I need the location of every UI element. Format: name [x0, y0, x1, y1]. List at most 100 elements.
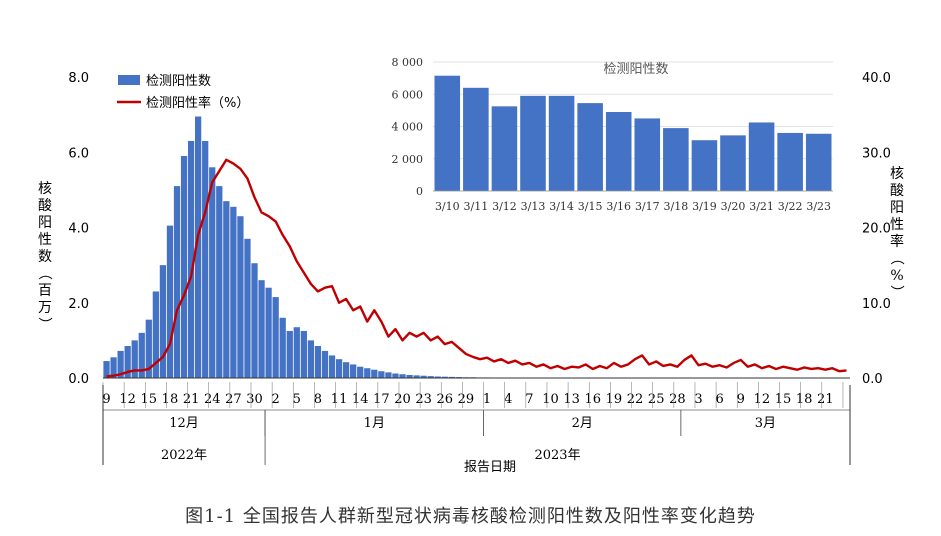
bar-positive-count — [159, 265, 167, 379]
x-tick-label: 10 — [542, 392, 559, 407]
x-tick-label: 14 — [352, 392, 369, 407]
inset-bar — [577, 103, 603, 191]
y-right-axis-label: 性 — [890, 217, 904, 233]
bar-positive-count — [441, 376, 448, 378]
y-right-tick-label: 0.0 — [862, 372, 883, 387]
year-label: 2022年 — [161, 448, 207, 463]
inset-x-tick-label: 3/19 — [692, 200, 717, 213]
bar-positive-count — [110, 357, 117, 378]
inset-x-tick-label: 3/21 — [749, 200, 774, 213]
y-left-axis-label: ） — [36, 317, 52, 331]
bar-positive-count — [350, 364, 357, 378]
bar-positive-count — [230, 206, 237, 378]
bar-positive-count — [187, 140, 195, 378]
bar-positive-count — [293, 327, 300, 378]
bar-positive-count — [448, 376, 455, 378]
x-tick-label: 28 — [669, 392, 686, 407]
inset-y-tick-label: 0 — [416, 185, 423, 198]
bar-positive-count — [138, 332, 145, 378]
x-tick-label: 1 — [483, 392, 491, 407]
x-tick-label: 8 — [314, 392, 322, 407]
y-left-axis-label: 数 — [38, 249, 52, 265]
y-right-axis-label: % — [890, 268, 903, 284]
y-right-tick-label: 40.0 — [862, 71, 891, 86]
month-label: 2月 — [572, 416, 593, 431]
inset-x-tick-label: 3/12 — [492, 200, 517, 213]
bar-positive-count — [279, 317, 286, 378]
inset-bar — [605, 111, 632, 191]
bar-positive-count — [195, 116, 202, 378]
inset-bar — [634, 118, 661, 191]
inset-x-tick-label: 3/11 — [464, 200, 489, 213]
x-tick-label: 27 — [225, 392, 242, 407]
bar-positive-count — [265, 287, 272, 378]
inset-x-tick-label: 3/22 — [778, 200, 803, 213]
bar-positive-count — [307, 340, 315, 379]
inset-bar — [491, 106, 518, 191]
x-tick-label: 3 — [694, 392, 702, 407]
legend-swatch-bar — [118, 75, 140, 85]
bar-positive-count — [321, 350, 329, 378]
y-left-tick-label: 4.0 — [68, 222, 89, 237]
month-label: 12月 — [169, 416, 199, 431]
bar-positive-count — [371, 369, 378, 378]
bar-positive-count — [152, 291, 159, 378]
inset-bar — [691, 140, 718, 191]
year-label: 2023年 — [534, 448, 580, 463]
x-tick-label: 30 — [246, 392, 263, 407]
line-positive-rate — [106, 158, 847, 378]
x-tick-label: 21 — [817, 392, 834, 407]
bar-positive-count — [258, 280, 265, 378]
x-axis-label: 报告日期 — [464, 460, 516, 475]
y-left-tick-label: 8.0 — [68, 71, 89, 86]
x-tick-label: 16 — [585, 392, 602, 407]
inset-bar — [805, 133, 832, 191]
bar-positive-count — [427, 376, 434, 378]
y-right-axis-label: 核 — [890, 166, 904, 182]
bar-positive-count — [300, 330, 307, 378]
month-label: 3月 — [755, 416, 776, 431]
y-right-tick-label: 10.0 — [862, 297, 891, 312]
inset-bar — [463, 87, 489, 191]
x-tick-label: 2 — [272, 392, 280, 407]
x-tick-label: 23 — [415, 392, 432, 407]
x-tick-label: 6 — [715, 392, 723, 407]
x-tick-label: 12 — [119, 392, 136, 407]
x-tick-label: 12 — [754, 392, 771, 407]
y-left-axis-label: 核 — [38, 181, 52, 197]
inset-x-tick-label: 3/20 — [721, 200, 746, 213]
inset-title: 检测阳性数 — [603, 62, 668, 77]
y-right-axis-label: ） — [888, 285, 904, 299]
bar-positive-count — [103, 361, 110, 378]
bar-positive-count — [364, 368, 371, 378]
bar-positive-count — [378, 371, 385, 378]
bar-positive-count — [216, 186, 223, 378]
x-tick-label: 21 — [183, 392, 200, 407]
x-tick-label: 26 — [437, 392, 454, 407]
x-tick-label: 4 — [504, 392, 512, 407]
bar-positive-count — [202, 140, 209, 378]
legend-label: 检测阳性数 — [146, 74, 211, 89]
inset-bar — [748, 122, 775, 191]
inset-x-tick-label: 3/13 — [521, 200, 546, 213]
x-tick-label: 13 — [563, 392, 580, 407]
x-tick-label: 29 — [458, 392, 475, 407]
bar-positive-count — [286, 330, 293, 378]
y-left-tick-label: 2.0 — [68, 297, 89, 312]
x-tick-label: 15 — [775, 392, 792, 407]
legend-label: 检测阳性率（%） — [146, 95, 249, 111]
bar-positive-count — [173, 186, 181, 378]
inset-bar — [434, 75, 461, 191]
y-left-axis-label: 酸 — [38, 198, 52, 214]
bar-positive-count — [399, 374, 406, 378]
bar-positive-count — [209, 167, 216, 378]
x-tick-label: 20 — [394, 392, 411, 407]
figure-caption: 图1-1 全国报告人群新型冠状病毒核酸检测阳性数及阳性率变化趋势 — [185, 506, 756, 527]
y-right-tick-label: 30.0 — [862, 146, 891, 161]
x-tick-label: 15 — [141, 392, 158, 407]
inset-y-tick-label: 2 000 — [392, 153, 424, 166]
x-tick-label: 9 — [737, 392, 745, 407]
bar-positive-count — [314, 346, 322, 378]
inset-bar — [520, 95, 546, 191]
